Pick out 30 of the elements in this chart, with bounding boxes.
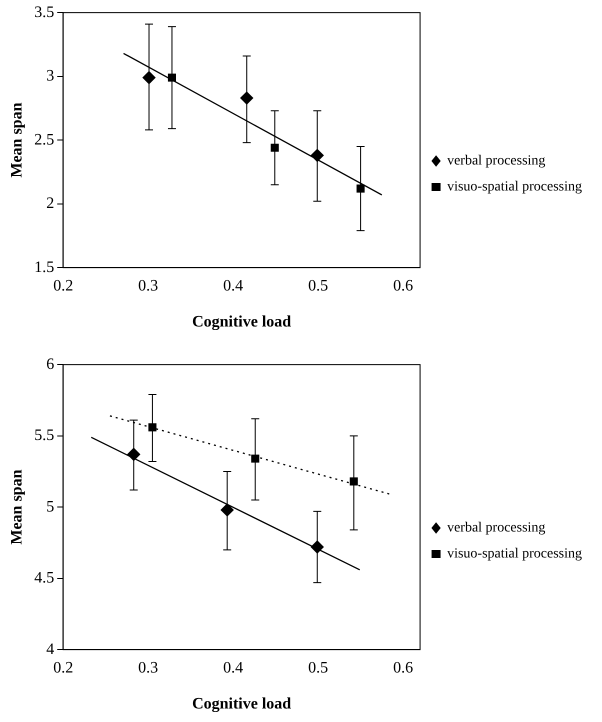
point (251, 454, 260, 463)
y-tick-label: 5.5 (34, 427, 54, 444)
y-tick-label: 1.5 (34, 258, 54, 276)
y-axis-title: Mean span (8, 102, 26, 178)
y-tick-label: 4 (46, 640, 54, 658)
x-tick-label: 0.2 (53, 277, 74, 294)
legend-label: visuo-spatial processing (447, 180, 582, 195)
point (270, 144, 279, 152)
y-tick-label: 5 (46, 498, 54, 516)
x-tick-label: 0.3 (138, 277, 158, 294)
x-tick-label: 0.6 (393, 277, 414, 294)
legend-label: verbal processing (447, 154, 546, 169)
x-tick-label: 0.2 (53, 659, 74, 676)
y-tick-label: 2.5 (34, 131, 54, 148)
x-tick-label: 0.4 (223, 659, 244, 676)
x-tick-label: 0.5 (308, 277, 328, 294)
x-tick-label: 0.4 (223, 277, 244, 294)
legend-label: visuo-spatial processing (447, 546, 582, 562)
x-tick-label: 0.3 (138, 659, 158, 676)
x-tick-label: 0.5 (308, 659, 328, 676)
x-axis-title: Cognitive load (192, 314, 292, 331)
y-tick-label: 4.5 (34, 570, 54, 587)
legend-label: verbal processing (447, 520, 546, 536)
x-axis-title: Cognitive load (192, 696, 292, 713)
y-tick-label: 2 (46, 195, 54, 212)
x-tick-label: 0.6 (393, 659, 414, 676)
y-tick-label: 3.5 (34, 4, 54, 21)
y-axis-title: Mean span (8, 469, 26, 545)
y-tick-label: 3 (46, 68, 54, 85)
y-tick-label: 6 (46, 356, 54, 373)
